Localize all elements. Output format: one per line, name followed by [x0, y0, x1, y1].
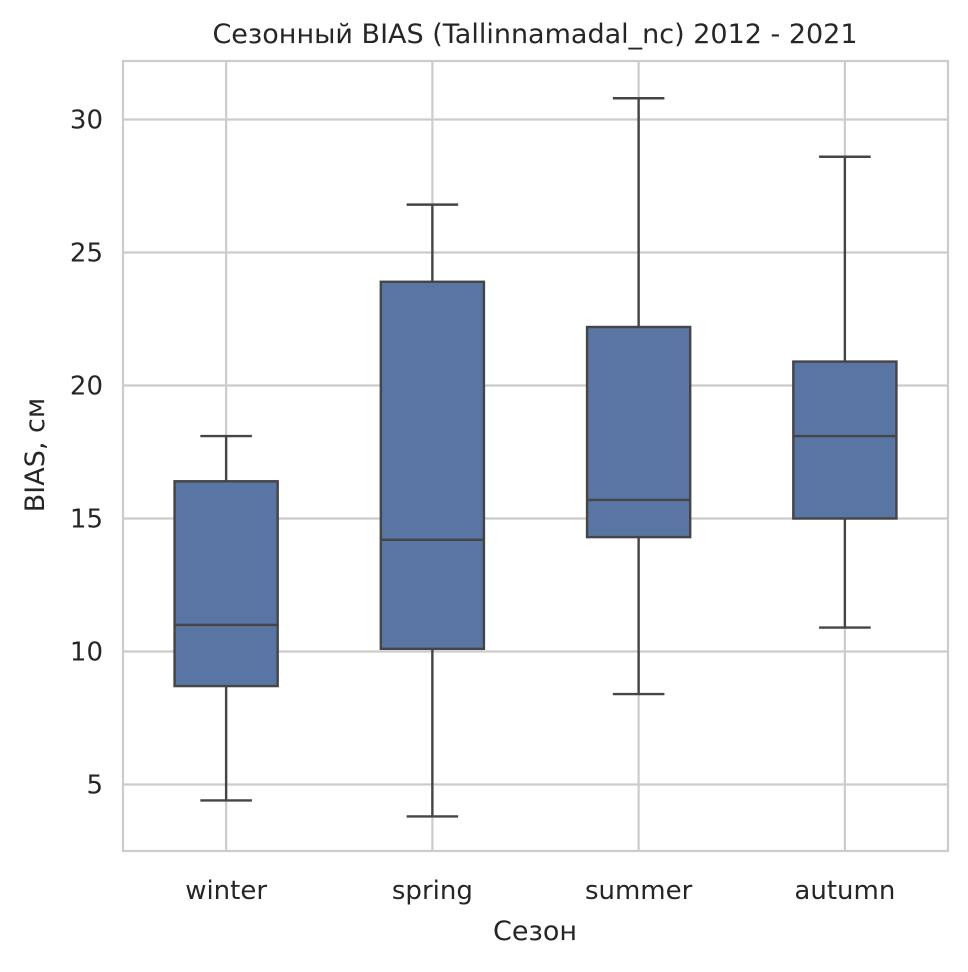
box-spring — [379, 203, 486, 818]
box-winter — [173, 434, 279, 802]
y-tick-label: 15 — [70, 505, 103, 535]
boxes — [173, 97, 898, 818]
y-tick-label: 5 — [86, 771, 103, 801]
iqr-box — [173, 480, 279, 688]
x-axis-label: Сезон — [493, 916, 577, 947]
y-axis-label: BIAS, см — [20, 398, 51, 512]
x-tick-label: spring — [392, 876, 473, 906]
y-tick-label: 10 — [70, 638, 103, 668]
box-summer — [585, 97, 692, 696]
iqr-box — [379, 280, 486, 651]
y-tick-label: 25 — [70, 239, 103, 269]
x-tick-labels: winter spring summer autumn — [185, 876, 895, 906]
y-tick-labels: 5 10 15 20 25 30 — [70, 106, 103, 801]
x-tick-label: summer — [585, 876, 693, 906]
chart-title: Сезонный BIAS (Tallinnamadal_nc) 2012 - … — [212, 19, 857, 50]
plot-frame — [121, 59, 950, 853]
box-autumn — [792, 155, 898, 629]
x-tick-label: autumn — [794, 876, 895, 906]
iqr-box — [792, 360, 898, 520]
x-tick-label: winter — [185, 876, 267, 906]
y-tick-label: 20 — [70, 372, 103, 402]
y-tick-label: 30 — [70, 106, 103, 136]
iqr-box — [585, 325, 692, 539]
